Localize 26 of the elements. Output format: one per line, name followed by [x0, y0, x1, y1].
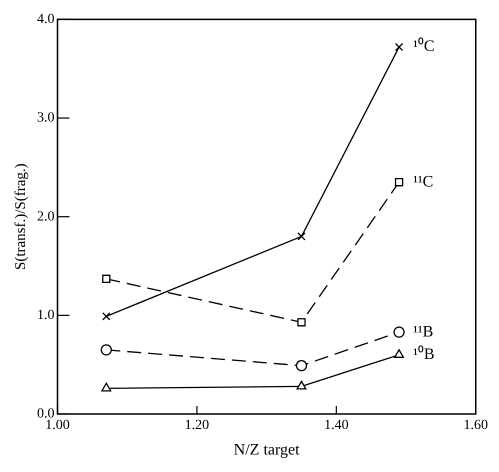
y-tick-label: 4.0: [37, 12, 54, 28]
point: [101, 382, 112, 392]
point: [100, 344, 112, 356]
series-label: ¹⁰C: [413, 37, 435, 56]
y-tick-label: 2.0: [37, 209, 54, 224]
y-axis-title: S(transf.)/S(frag.): [12, 163, 29, 270]
y-tick-label: 1.0: [37, 308, 54, 324]
point: [394, 178, 404, 186]
x-tick-label: 1.20: [184, 418, 210, 434]
x-tick-label: 1.00: [45, 418, 70, 434]
point: [394, 42, 404, 52]
y-tick-label: 3.0: [37, 110, 54, 126]
point: [297, 232, 306, 241]
point: [296, 360, 308, 372]
x-axis-title: N/Z target: [234, 442, 300, 459]
series-label: ¹¹C: [413, 173, 434, 190]
series-label: ¹¹B: [413, 323, 434, 340]
point: [393, 326, 405, 338]
point: [394, 349, 404, 358]
point: [297, 318, 306, 326]
series-label: ¹⁰B: [413, 345, 435, 364]
point: [102, 274, 110, 284]
x-tick-label: 1.60: [464, 418, 488, 434]
point: [102, 312, 110, 321]
x-tick-label: 1.40: [324, 418, 349, 434]
point: [296, 380, 306, 390]
